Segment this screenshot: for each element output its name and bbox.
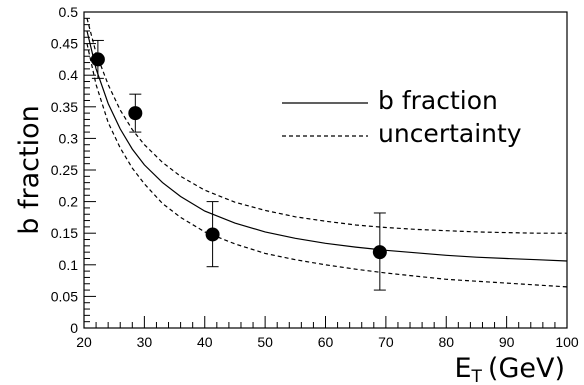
- y-tick-label: 0: [70, 320, 78, 336]
- data-point-4: [372, 212, 387, 291]
- x-tick-label: 100: [555, 334, 579, 350]
- x-axis-title-rest: (GeV): [488, 353, 565, 384]
- y-tick-label: 0.4: [59, 67, 79, 83]
- x-axis-title-subscript: T: [471, 367, 483, 385]
- y-tick-label: 0.05: [51, 288, 78, 304]
- b-fraction-curve: [86, 30, 568, 262]
- x-tick-label: 50: [257, 334, 273, 350]
- y-tick-label: 0.45: [51, 36, 78, 52]
- y-tick-label: 0.35: [51, 99, 78, 115]
- y-tick-label: 0.25: [51, 162, 78, 178]
- data-marker: [372, 245, 387, 260]
- y-axis-ticks: 0 0.05 0.1 0.15 0.2 0.25 0.3 0.35 0.4 0.45 0.5: [51, 4, 96, 336]
- data-point-3: [205, 201, 220, 268]
- y-axis-title: b fraction: [14, 105, 45, 234]
- x-axis-title: ET (GeV): [454, 353, 565, 385]
- data-marker: [205, 227, 220, 242]
- y-tick-label: 0.1: [59, 257, 79, 273]
- x-tick-label: 70: [378, 334, 394, 350]
- y-tick-label: 0.2: [59, 194, 79, 210]
- legend: b fraction uncertainty: [282, 86, 522, 148]
- points-layer: [90, 39, 387, 291]
- x-axis-title-main: E: [454, 353, 471, 384]
- legend-label-uncertainty: uncertainty: [378, 119, 522, 148]
- x-tick-label: 20: [76, 334, 92, 350]
- x-tick-label: 30: [137, 334, 153, 350]
- uncertainty-lower-curve: [86, 43, 568, 288]
- data-marker: [128, 106, 143, 121]
- x-tick-label: 60: [318, 334, 334, 350]
- x-tick-label: 90: [499, 334, 515, 350]
- uncertainty-upper-curve: [86, 18, 567, 234]
- y-tick-label: 0.5: [59, 4, 79, 20]
- y-tick-label: 0.3: [59, 130, 79, 146]
- x-tick-label: 40: [197, 334, 213, 350]
- legend-label-b-fraction: b fraction: [378, 86, 498, 115]
- data-point-2: [128, 93, 143, 133]
- data-point-1: [90, 39, 105, 79]
- x-tick-label: 80: [438, 334, 454, 350]
- data-marker: [90, 52, 105, 67]
- x-axis-ticks: 20 30 40 50 60 70 80 90 100: [76, 316, 579, 350]
- y-tick-label: 0.15: [51, 225, 78, 241]
- curves-layer: [86, 18, 568, 288]
